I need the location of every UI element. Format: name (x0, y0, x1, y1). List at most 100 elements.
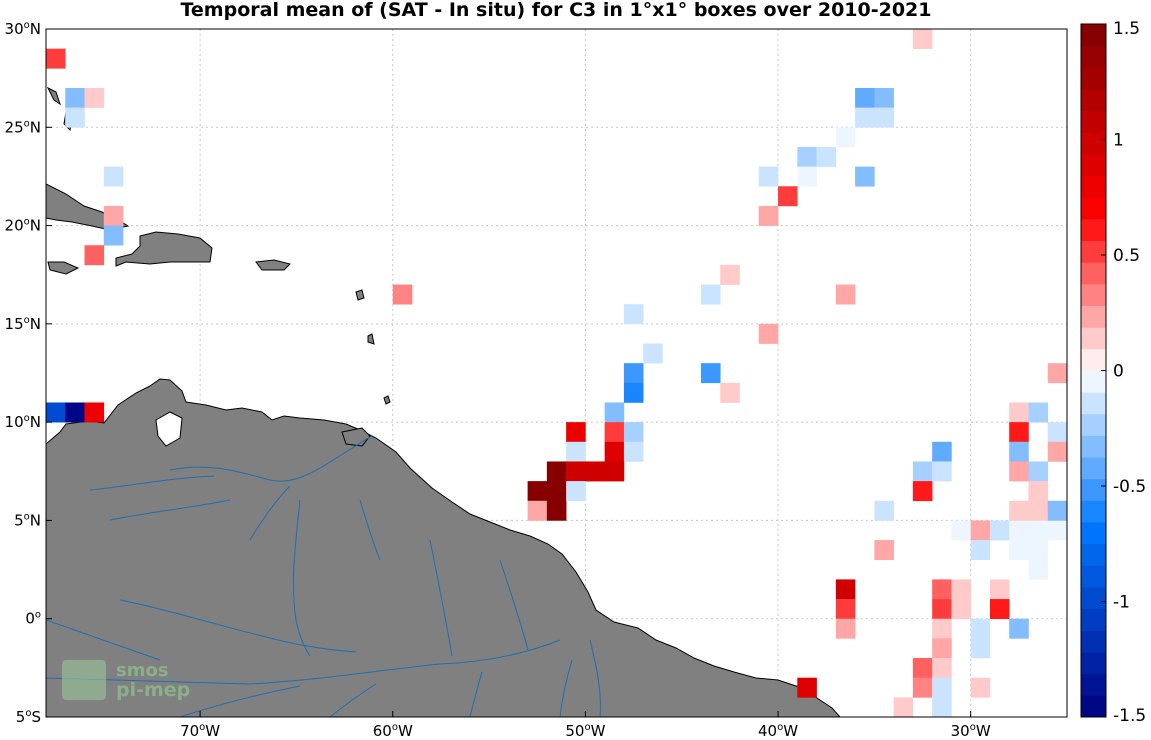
colorbar-level (1081, 327, 1106, 350)
y-tick-label: 30oN (5, 20, 41, 38)
colorbar-level (1081, 370, 1106, 393)
colorbar-level (1081, 608, 1106, 631)
colorbar-level (1081, 543, 1106, 566)
data-cell (1009, 441, 1029, 462)
colorbar-level (1081, 457, 1106, 480)
data-cell (1009, 422, 1029, 443)
y-tick-label: 5oN (14, 511, 41, 529)
data-cell (1047, 363, 1067, 384)
negro-river (119, 599, 357, 653)
data-cell (874, 87, 894, 108)
data-cell (912, 677, 933, 698)
data-cell (951, 520, 971, 541)
data-cell (893, 697, 914, 717)
data-cell (778, 186, 798, 207)
data-cell (643, 343, 663, 364)
colorbar-level (1081, 153, 1106, 176)
data-cell (103, 205, 124, 226)
colorbar-level (1081, 305, 1106, 328)
puerto-rico (255, 259, 291, 271)
colorbar-tick-label: 0.5 (1113, 246, 1140, 266)
colorbar-tick-label: 1.5 (1113, 19, 1140, 39)
data-cell (46, 48, 66, 69)
rivers (46, 435, 601, 717)
data-cell (835, 599, 856, 620)
y-tick-label: 25oN (5, 118, 41, 136)
data-cell (103, 166, 124, 187)
amazon-river (46, 639, 561, 685)
hispaniola (115, 231, 213, 267)
data-cell (527, 500, 548, 521)
colorbar-level (1081, 392, 1106, 415)
data-cell (65, 107, 85, 128)
japura-river (46, 619, 161, 661)
data-cell (1047, 500, 1067, 521)
data-cell (932, 441, 952, 462)
data-cell (797, 146, 817, 167)
data-cell (989, 599, 1010, 620)
data-cell (855, 87, 875, 108)
data-cell (835, 618, 856, 639)
data-cell (1028, 402, 1049, 423)
colorbar-level (1081, 262, 1106, 285)
map-plot-area (46, 29, 1067, 717)
x-tick-label: 40oW (758, 722, 798, 740)
colorbar-level (1081, 673, 1106, 696)
data-cell (1028, 500, 1049, 521)
colorbar-level (1081, 240, 1106, 263)
data-cell (816, 146, 837, 167)
data-cell (566, 481, 586, 502)
data-cell (546, 481, 567, 502)
colorbar-level (1081, 132, 1106, 155)
tocantins-river (589, 639, 601, 717)
colorbar-level (1081, 175, 1106, 198)
colorbar-tick-label: -0.5 (1113, 477, 1146, 497)
trombetas-river (429, 539, 453, 657)
data-cell (874, 500, 894, 521)
landmasses (46, 86, 841, 717)
colorbar-tick-label: -1 (1113, 593, 1130, 613)
lesser-antilles-martinique (367, 333, 375, 345)
y-axis-ticks: 30oN 25oN 20oN 15oN 10oN 5oN 0o 5oS (5, 20, 52, 726)
tapajos-river (469, 671, 483, 717)
data-cell (604, 402, 625, 423)
data-cell (912, 658, 933, 678)
data-cell (970, 520, 991, 541)
data-cell (835, 579, 856, 600)
y-tick-label: 20oN (5, 217, 41, 235)
orinoco-river (169, 435, 373, 482)
data-cell (623, 422, 644, 443)
apure-river (109, 499, 231, 521)
data-cell (874, 107, 894, 128)
data-cell (1047, 422, 1067, 443)
chart-title: Temporal mean of (SAT - In situ) for C3 … (180, 0, 931, 21)
colorbar-level (1081, 67, 1106, 90)
colorbar-level (1081, 197, 1106, 220)
x-axis-ticks: 70oW 60oW 50oW 40oW 30oW (180, 711, 991, 740)
data-cell (758, 323, 779, 344)
colorbar-level (1081, 478, 1106, 501)
jamaica (47, 261, 80, 275)
watermark-line2: pi-mep (116, 679, 190, 701)
south-america-land (46, 378, 841, 717)
data-cell (932, 579, 952, 600)
colorbar-tick-label: 0 (1113, 362, 1124, 382)
data-cell (932, 658, 952, 678)
data-cell (1028, 540, 1049, 561)
watermark-line1: smos (116, 660, 169, 681)
branco-river (292, 499, 311, 657)
data-cell (585, 461, 605, 482)
data-cell (989, 579, 1010, 600)
colorbar-level (1081, 630, 1106, 653)
data-cell (623, 304, 644, 325)
data-cell (84, 87, 105, 108)
data-cell (912, 29, 933, 49)
colorbar-tick-label: 1 (1113, 131, 1124, 151)
data-cell (970, 677, 991, 698)
data-cell (546, 461, 567, 482)
y-tick-label: 0o (25, 610, 41, 628)
colorbar-level (1081, 24, 1106, 47)
data-cell (1009, 461, 1029, 482)
data-cell (951, 579, 971, 600)
